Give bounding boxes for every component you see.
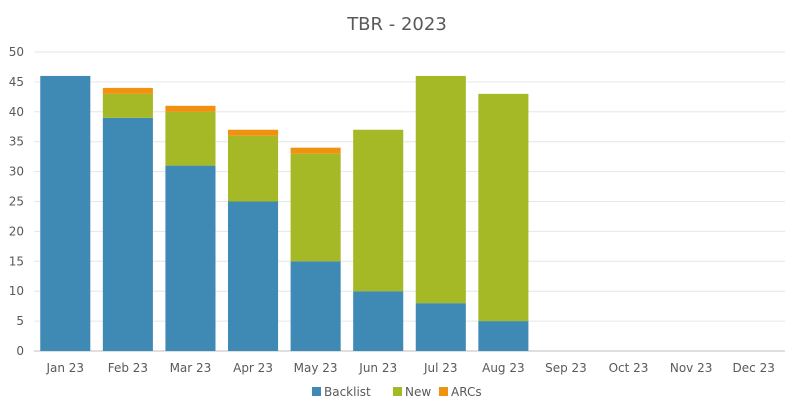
y-tick-label: 5	[16, 314, 24, 328]
bar-new-jun-23	[353, 129, 404, 292]
x-tick-label: Jun 23	[358, 361, 397, 375]
bar-backlist-feb-23	[102, 117, 153, 351]
bar-arcs-may-23	[290, 147, 341, 154]
x-tick-label: Sep 23	[545, 361, 587, 375]
bar-backlist-may-23	[290, 261, 341, 351]
y-tick-label: 20	[9, 224, 24, 238]
legend-swatch-new	[393, 387, 402, 396]
gridlines	[34, 51, 785, 352]
y-tick-label: 45	[9, 75, 24, 89]
x-tick-label: Jul 23	[423, 361, 458, 375]
y-axis: 0 5 10 15 20 25 30 35 40 45 50	[9, 45, 24, 358]
bar-backlist-aug-23	[478, 321, 529, 351]
y-tick-label: 35	[9, 135, 24, 149]
x-tick-label: Feb 23	[108, 361, 148, 375]
bar-backlist-apr-23	[228, 201, 279, 351]
legend-label-new: New	[405, 385, 431, 399]
chart-title: TBR - 2023	[346, 14, 447, 35]
legend-swatch-backlist	[312, 387, 321, 396]
bar-arcs-feb-23	[102, 87, 153, 94]
bar-new-apr-23	[228, 135, 279, 202]
bar-backlist-jun-23	[353, 291, 404, 351]
y-tick-label: 25	[9, 195, 24, 209]
bar-backlist-jul-23	[415, 303, 466, 351]
x-tick-label: Aug 23	[482, 361, 525, 375]
x-tick-label: Mar 23	[170, 361, 212, 375]
x-tick-label: May 23	[294, 361, 338, 375]
bar-new-may-23	[290, 153, 341, 262]
y-tick-label: 15	[9, 254, 24, 268]
x-tick-label: Jan 23	[45, 361, 84, 375]
bar-new-mar-23	[165, 111, 216, 166]
y-tick-label: 30	[9, 165, 24, 179]
bar-new-aug-23	[478, 93, 529, 322]
x-tick-label: Dec 23	[733, 361, 775, 375]
y-tick-label: 50	[9, 45, 24, 59]
legend-label-backlist: Backlist	[324, 385, 371, 399]
y-tick-label: 40	[9, 105, 24, 119]
x-tick-label: Apr 23	[233, 361, 273, 375]
bar-backlist-mar-23	[165, 165, 216, 351]
bars	[40, 75, 529, 352]
bar-new-jul-23	[415, 75, 466, 304]
legend-label-arcs: ARCs	[451, 385, 482, 399]
legend: Backlist New ARCs	[312, 385, 482, 399]
bar-arcs-mar-23	[165, 105, 216, 112]
x-tick-label: Oct 23	[609, 361, 649, 375]
legend-swatch-arcs	[439, 387, 448, 396]
y-tick-label: 10	[9, 284, 24, 298]
x-tick-label: Nov 23	[670, 361, 713, 375]
y-tick-label: 0	[16, 344, 24, 358]
bar-new-feb-23	[102, 93, 153, 118]
bar-backlist-jan-23	[40, 75, 91, 352]
x-axis: Jan 23 Feb 23 Mar 23 Apr 23 May 23 Jun 23 Jul …	[45, 361, 774, 375]
bar-arcs-apr-23	[228, 129, 279, 136]
